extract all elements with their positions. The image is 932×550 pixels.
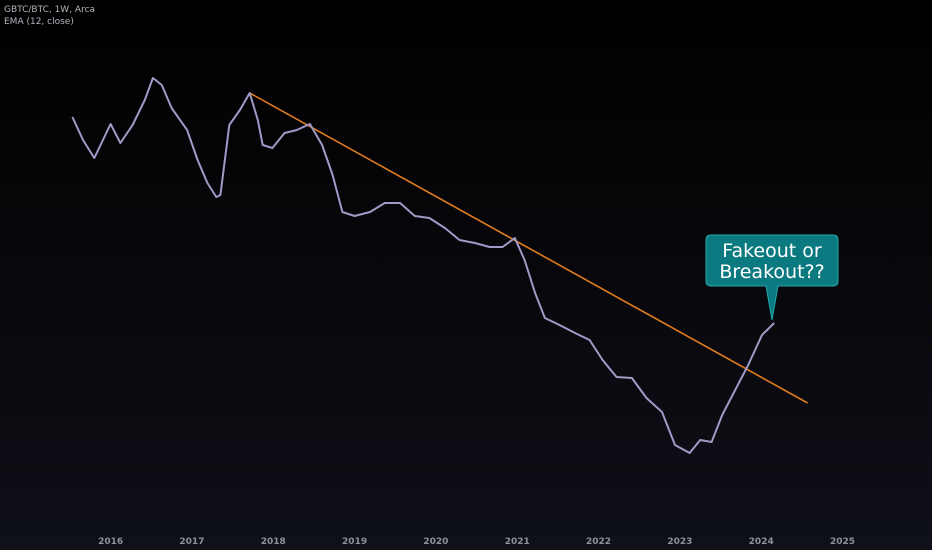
callout-text: Breakout?? [719,261,824,283]
x-tick-label: 2017 [179,537,204,547]
callout: Fakeout or Breakout?? [705,234,839,321]
x-tick-label: 2018 [261,537,286,547]
callout-text: Fakeout or [722,240,822,262]
callout-box [705,234,839,321]
trend-line [249,92,808,404]
x-tick-label: 2023 [667,537,692,547]
plot: 2016 2017 2018 2019 2020 2021 2022 2023 2024 2025 [71,77,855,547]
x-tick-label: 2020 [423,537,448,547]
chart-subtitle: EMA (12, close) [4,17,74,27]
x-tick-label: 2019 [342,537,367,547]
x-tick-label: 2022 [586,537,611,547]
x-tick-label: 2025 [830,537,855,547]
x-tick-label: 2024 [749,537,774,547]
x-tick-label: 2016 [98,537,123,547]
chart-title: GBTC/BTC, 1W, Arca [4,5,95,15]
x-tick-label: 2021 [505,537,530,547]
series-line [71,77,775,454]
